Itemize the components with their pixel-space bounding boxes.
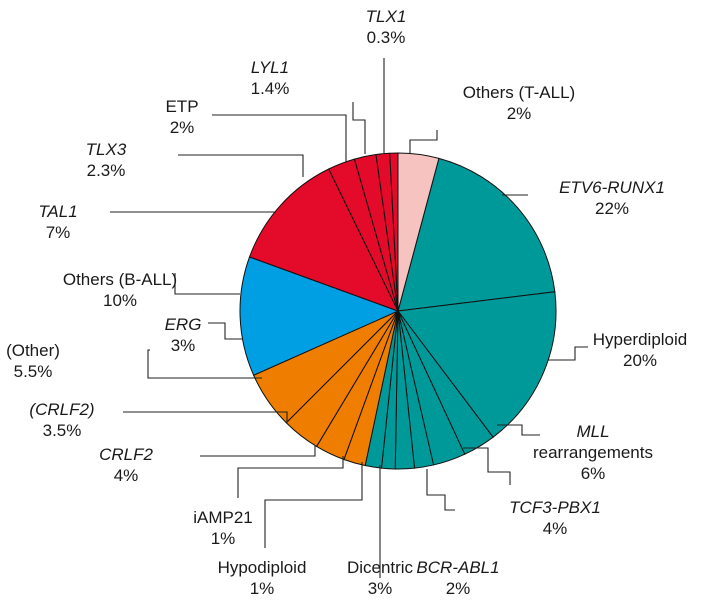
leader-line-crlf2	[200, 445, 316, 457]
label-etv6-value: 22%	[595, 199, 629, 218]
label-hypodiploid-name: Hypodiploid	[218, 558, 307, 577]
label-lyl1-value: 1.4%	[251, 79, 290, 98]
leader-line-tall	[409, 130, 438, 153]
leader-line-ball	[174, 273, 240, 295]
label-tcf3-name: TCF3-PBX1	[509, 498, 601, 517]
label-ball-value: 10%	[103, 291, 137, 310]
leader-line-bcr	[426, 469, 455, 511]
leader-line-other	[147, 349, 262, 379]
label-bcr-name: BCR-ABL1	[416, 558, 499, 577]
label-etp-value: 2%	[170, 118, 195, 137]
label-tal1-name: TAL1	[38, 202, 77, 221]
label-etp-name: ETP	[165, 97, 198, 116]
leader-line-tlx3	[178, 154, 304, 177]
label-crlf2-value: 4%	[114, 466, 139, 485]
label-other-value: 5.5%	[14, 362, 53, 381]
label-mll-name: MLL	[576, 422, 609, 441]
leader-line-etp	[212, 114, 347, 162]
label-tlx1-name: TLX1	[366, 7, 407, 26]
label-tall-name: Others (T-ALL)	[463, 83, 575, 102]
leader-lines	[110, 58, 588, 578]
label-tlx1-value: 0.3%	[367, 28, 406, 47]
label-crlf2p-value: 3.5%	[43, 421, 82, 440]
leader-line-iamp21	[237, 456, 344, 498]
label-other-name: (Other)	[6, 341, 60, 360]
leader-line-lyl1	[352, 102, 366, 154]
label-etv6-name: ETV6-RUNX1	[559, 178, 665, 197]
label-crlf2-name: CRLF2	[99, 445, 153, 464]
leader-line-crlf2p	[123, 411, 288, 422]
label-hypodiploid-value: 1%	[250, 579, 275, 598]
label-tcf3-value: 4%	[543, 519, 568, 538]
slice-tal1	[248, 168, 399, 312]
label-dicentric-name: Dicentric	[347, 558, 414, 577]
leader-line-erg	[208, 322, 243, 340]
label-erg-value: 3%	[171, 336, 196, 355]
label-ball-name: Others (B-ALL)	[63, 270, 177, 289]
label-bcr-value: 2%	[446, 579, 471, 598]
label-tall-value: 2%	[507, 104, 532, 123]
label-tlx3-value: 2.3%	[87, 161, 126, 180]
leader-line-tcf3	[463, 447, 511, 485]
slice-tall	[397, 152, 440, 312]
pie-slices	[239, 152, 557, 470]
leader-line-hyper	[548, 346, 588, 361]
label-erg-name: ERG	[165, 315, 202, 334]
label-tlx3-name: TLX3	[86, 140, 127, 159]
label-hyper-value: 20%	[623, 351, 657, 370]
label-dicentric-value: 3%	[368, 579, 393, 598]
label-mll-name-line2: rearrangements	[533, 443, 653, 462]
slice-hyper	[397, 291, 557, 438]
label-hyper-name: Hyperdiploid	[593, 330, 688, 349]
leader-line-mll	[497, 424, 540, 436]
label-iamp21-name: iAMP21	[193, 508, 253, 527]
slice-etv6	[397, 157, 556, 312]
slice-labels: ETV6-RUNX1 22% Hyperdiploid 20% MLL rearrange…	[6, 7, 687, 598]
label-lyl1-name: LYL1	[251, 58, 289, 77]
slice-ball	[239, 256, 400, 376]
label-crlf2p-name: (CRLF2)	[29, 400, 94, 419]
label-tal1-value: 7%	[46, 223, 71, 242]
leader-line-hypodiploid	[264, 462, 363, 548]
label-iamp21-value: 1%	[211, 529, 236, 548]
label-mll-value: 6%	[581, 464, 606, 483]
